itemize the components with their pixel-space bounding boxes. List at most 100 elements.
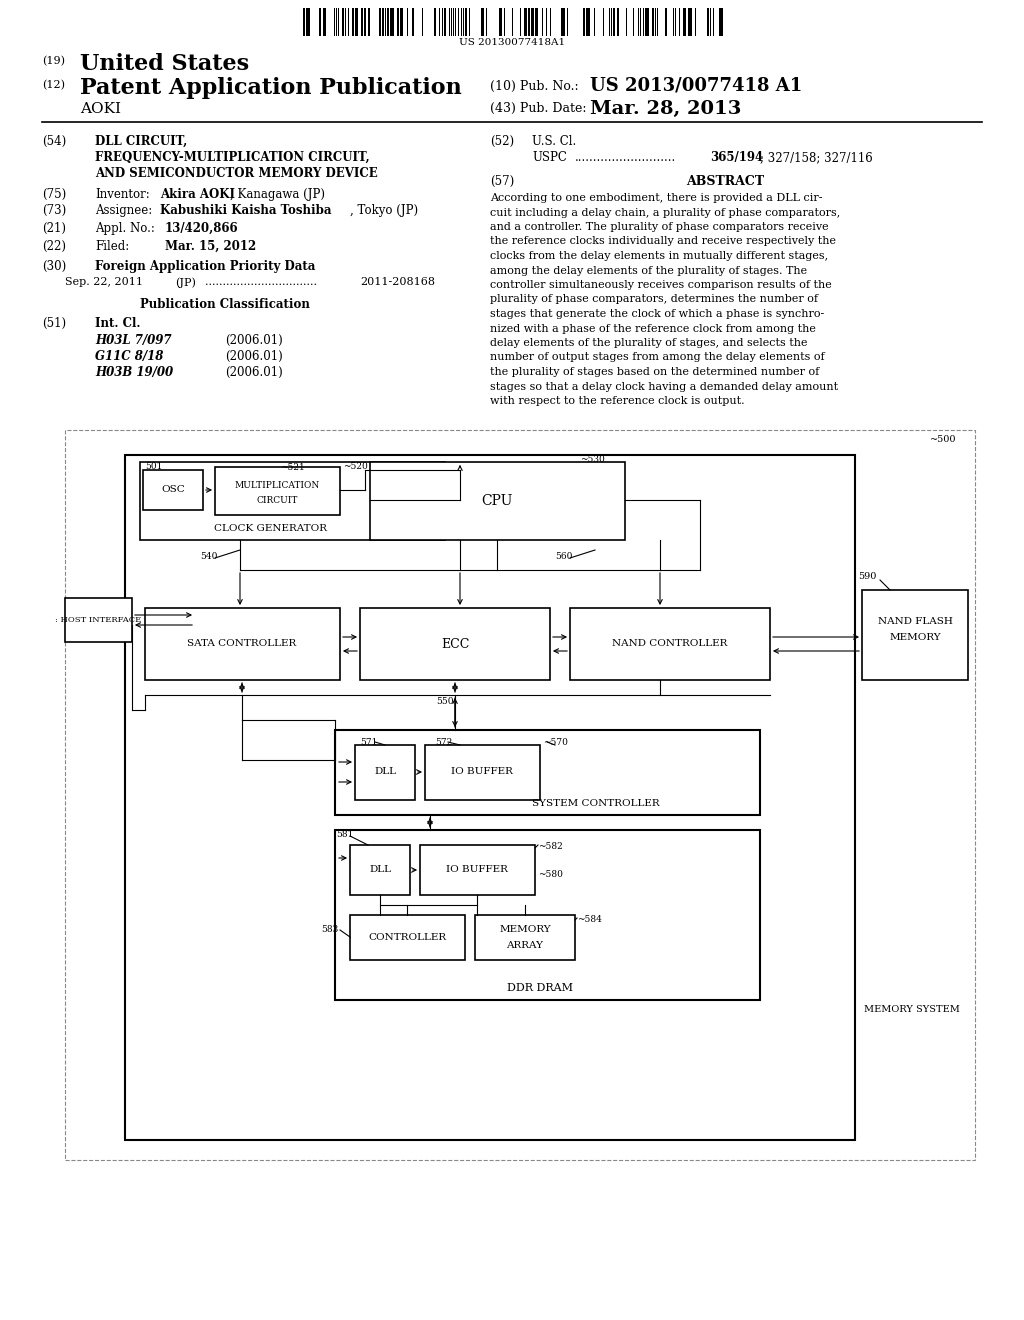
Text: CONTROLLER: CONTROLLER (368, 932, 446, 941)
Bar (524, 8, 527, 36)
Text: cuit including a delay chain, a plurality of phase comparators,: cuit including a delay chain, a pluralit… (490, 207, 841, 218)
Bar (382, 8, 384, 36)
Text: (54): (54) (42, 135, 67, 148)
Text: 572: 572 (435, 738, 453, 747)
Text: (2006.01): (2006.01) (225, 350, 283, 363)
Bar (145, 609, 340, 680)
Text: SYSTEM CONTROLLER: SYSTEM CONTROLLER (532, 799, 660, 808)
Bar (125, 455, 855, 1140)
Text: , Tokyo (JP): , Tokyo (JP) (350, 205, 418, 216)
Text: (22): (22) (42, 240, 66, 253)
Text: (75): (75) (42, 187, 67, 201)
Text: ~584: ~584 (577, 915, 602, 924)
Text: FREQUENCY-MULTIPLICATION CIRCUIT,: FREQUENCY-MULTIPLICATION CIRCUIT, (95, 150, 370, 164)
Text: CLOCK GENERATOR: CLOCK GENERATOR (213, 524, 327, 533)
Text: ~582: ~582 (538, 842, 563, 851)
Bar (645, 8, 649, 36)
Bar (535, 8, 538, 36)
Text: ABSTRACT: ABSTRACT (686, 176, 764, 187)
Bar (360, 609, 550, 680)
Text: nized with a phase of the reference clock from among the: nized with a phase of the reference cloc… (490, 323, 816, 334)
Text: H03B 19/00: H03B 19/00 (95, 366, 173, 379)
Bar (323, 8, 326, 36)
Text: ~530: ~530 (580, 455, 605, 465)
Bar (352, 8, 354, 36)
Text: IO BUFFER: IO BUFFER (451, 767, 513, 776)
Text: Sep. 22, 2011: Sep. 22, 2011 (65, 277, 143, 286)
Bar (355, 744, 415, 800)
Text: ~580: ~580 (538, 870, 563, 879)
Bar (617, 8, 618, 36)
Text: ECC: ECC (440, 638, 469, 651)
Bar (319, 8, 321, 36)
Text: (73): (73) (42, 205, 67, 216)
Text: 583: 583 (321, 925, 338, 935)
Text: H03L 7/097: H03L 7/097 (95, 334, 171, 347)
Bar (306, 8, 310, 36)
Bar (370, 462, 625, 540)
Text: : HOST INTERFACE: : HOST INTERFACE (55, 616, 141, 624)
Bar (143, 470, 203, 510)
Text: stages so that a delay clock having a demanded delay amount: stages so that a delay clock having a de… (490, 381, 838, 392)
Bar (65, 430, 975, 1160)
Bar (481, 8, 484, 36)
Text: (57): (57) (490, 176, 514, 187)
Text: stages that generate the clock of which a phase is synchro-: stages that generate the clock of which … (490, 309, 824, 319)
Text: Filed:: Filed: (95, 240, 129, 253)
Text: clocks from the delay elements in mutually different stages,: clocks from the delay elements in mutual… (490, 251, 828, 261)
Text: 560: 560 (555, 552, 572, 561)
Text: G11C 8/18: G11C 8/18 (95, 350, 164, 363)
Text: 590: 590 (858, 572, 877, 581)
Bar (665, 8, 667, 36)
Bar (862, 590, 968, 680)
Text: 550: 550 (436, 697, 454, 706)
Bar (444, 8, 446, 36)
Text: ~521: ~521 (280, 463, 305, 473)
Bar (355, 8, 358, 36)
Text: the plurality of stages based on the determined number of: the plurality of stages based on the det… (490, 367, 819, 378)
Text: MULTIPLICATION: MULTIPLICATION (234, 480, 319, 490)
Text: (12): (12) (42, 81, 65, 90)
Bar (350, 845, 410, 895)
Bar (719, 8, 723, 36)
Bar (683, 8, 686, 36)
Text: DDR DRAM: DDR DRAM (507, 983, 573, 993)
Bar (397, 8, 399, 36)
Text: CIRCUIT: CIRCUIT (256, 496, 298, 506)
Text: Assignee:: Assignee: (95, 205, 153, 216)
Text: 571: 571 (360, 738, 378, 747)
Text: United States: United States (80, 53, 249, 75)
Text: Foreign Application Priority Data: Foreign Application Priority Data (95, 260, 315, 273)
Text: NAND FLASH: NAND FLASH (878, 616, 952, 626)
Bar (583, 8, 585, 36)
Bar (420, 845, 535, 895)
Bar (475, 915, 575, 960)
Text: with respect to the reference clock is output.: with respect to the reference clock is o… (490, 396, 744, 407)
Text: Inventor:: Inventor: (95, 187, 150, 201)
Text: ...........................: ........................... (575, 150, 676, 164)
Text: (10) Pub. No.:: (10) Pub. No.: (490, 81, 579, 92)
Text: Mar. 28, 2013: Mar. 28, 2013 (590, 100, 741, 117)
Text: the reference clocks individually and receive respectively the: the reference clocks individually and re… (490, 236, 836, 247)
Text: (19): (19) (42, 55, 65, 66)
Text: ~500: ~500 (930, 436, 956, 444)
Text: ~520: ~520 (343, 462, 368, 471)
Bar (140, 462, 445, 540)
Text: (2006.01): (2006.01) (225, 334, 283, 347)
Bar (434, 8, 436, 36)
Text: Publication Classification: Publication Classification (140, 298, 310, 312)
Text: DLL: DLL (369, 866, 391, 874)
Text: ARRAY: ARRAY (507, 940, 544, 949)
Text: USPC: USPC (532, 150, 567, 164)
Bar (215, 467, 340, 515)
Text: OSC: OSC (161, 486, 185, 495)
Text: Int. Cl.: Int. Cl. (95, 317, 140, 330)
Bar (570, 609, 770, 680)
Text: DLL: DLL (374, 767, 396, 776)
Text: (52): (52) (490, 135, 514, 148)
Text: SATA CONTROLLER: SATA CONTROLLER (187, 639, 297, 648)
Bar (387, 8, 389, 36)
Bar (412, 8, 414, 36)
Text: 501: 501 (145, 462, 163, 471)
Text: U.S. Cl.: U.S. Cl. (532, 135, 577, 148)
